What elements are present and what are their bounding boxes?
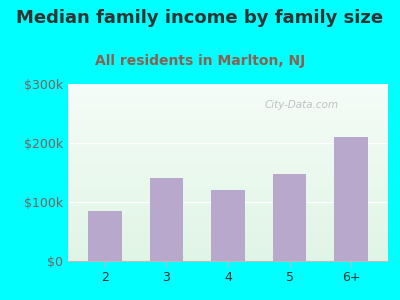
Text: City-Data.com: City-Data.com (264, 100, 339, 110)
Bar (88, 211, 122, 261)
Bar (211, 190, 245, 261)
Bar (334, 137, 368, 261)
Text: Median family income by family size: Median family income by family size (16, 9, 384, 27)
Bar (273, 174, 306, 261)
Bar (150, 178, 183, 261)
Text: All residents in Marlton, NJ: All residents in Marlton, NJ (95, 54, 305, 68)
